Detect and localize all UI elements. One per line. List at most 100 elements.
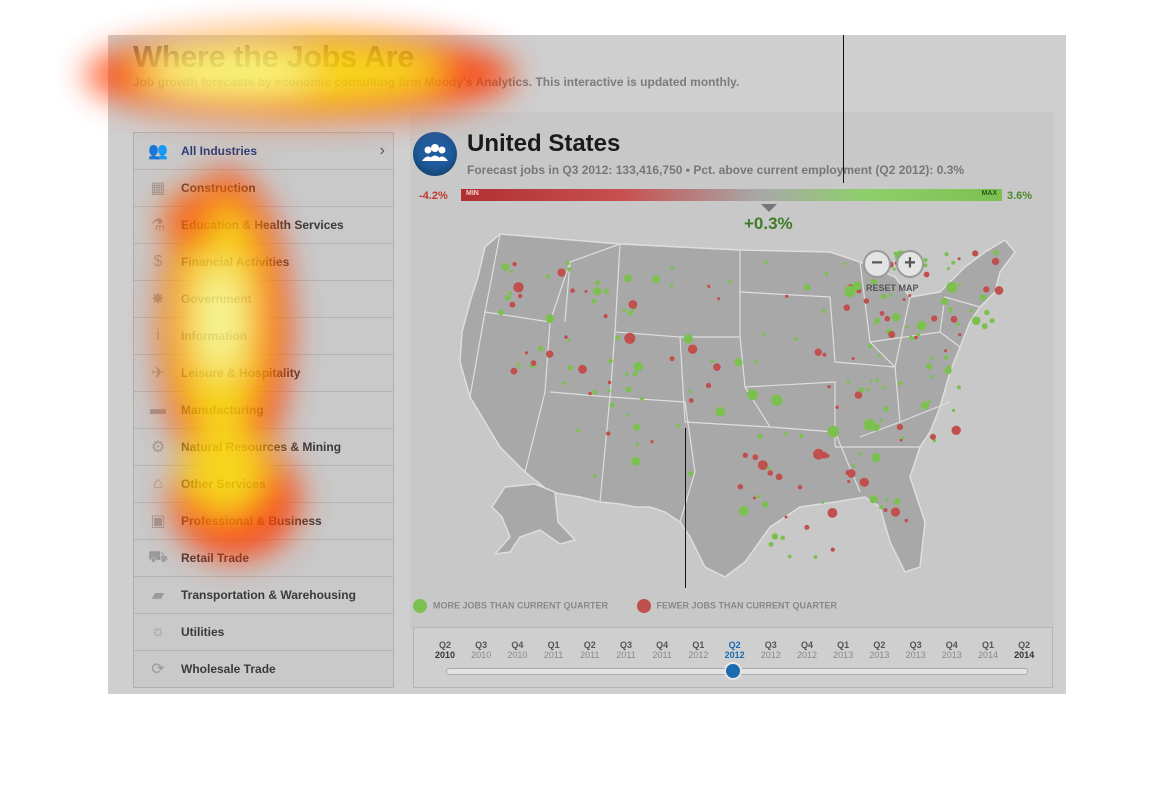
- sidebar-item[interactable]: ⚙ Natural Resources & Mining: [134, 429, 393, 466]
- sidebar-item[interactable]: ☼ Utilities: [134, 614, 393, 651]
- timeline-tick[interactable]: Q2 2013: [859, 640, 899, 660]
- city-dot: [957, 257, 961, 261]
- city-dot: [989, 318, 995, 324]
- current-percent: +0.3%: [744, 214, 793, 233]
- timeline-tick[interactable]: Q3 2013: [896, 640, 936, 660]
- airplane-icon: ✈: [151, 365, 165, 382]
- timeline-tick[interactable]: Q1 2011: [534, 640, 574, 660]
- sidebar-item-label: Education & Health Services: [181, 218, 344, 232]
- city-dot: [869, 379, 873, 383]
- city-dot: [578, 364, 587, 374]
- annotation-line: [685, 428, 686, 588]
- timeline-tick[interactable]: Q1 2012: [678, 640, 718, 660]
- city-dot: [593, 287, 602, 296]
- timeline-tick[interactable]: Q2 2010: [425, 640, 465, 660]
- sidebar-item[interactable]: ⌂ Other Services: [134, 466, 393, 503]
- city-dot: [761, 332, 766, 337]
- city-dot: [821, 309, 826, 314]
- city-dot: [916, 332, 921, 337]
- sidebar-item[interactable]: ⚗ Education & Health Services: [134, 207, 393, 244]
- page-title: Where the Jobs Are: [133, 39, 414, 74]
- sidebar-item[interactable]: i Information: [134, 318, 393, 355]
- city-dot: [775, 473, 783, 481]
- city-dot: [737, 483, 744, 490]
- city-dot: [512, 262, 517, 267]
- tick-year: 2014: [977, 650, 999, 660]
- city-dot: [562, 381, 567, 385]
- sidebar-item[interactable]: ⛟ Retail Trade: [134, 540, 393, 577]
- sidebar-item[interactable]: ▬ Manufacturing: [134, 392, 393, 429]
- zoom-out-button[interactable]: −: [863, 250, 891, 278]
- reset-map-button[interactable]: RESET MAP: [866, 283, 919, 293]
- city-dot: [508, 291, 512, 295]
- city-dot: [804, 524, 810, 530]
- timeline-tick[interactable]: Q2 2012: [715, 640, 755, 660]
- zoom-in-button[interactable]: +: [896, 250, 924, 278]
- sidebar-item[interactable]: $ Financial Activities: [134, 244, 393, 281]
- timeline-tick[interactable]: Q4 2012: [787, 640, 827, 660]
- sidebar-item[interactable]: ✈ Leisure & Hospitality: [134, 355, 393, 392]
- scale-pointer: [761, 204, 778, 212]
- city-dot: [813, 448, 824, 460]
- city-dot: [766, 466, 770, 470]
- sidebar-item[interactable]: ✸ Government: [134, 281, 393, 318]
- timeline-tick[interactable]: Q4 2011: [642, 640, 682, 660]
- timeline-tick[interactable]: Q4 2010: [497, 640, 537, 660]
- tick-quarter: Q1: [547, 640, 560, 650]
- sidebar-item[interactable]: ▰ Transportation & Warehousing: [134, 577, 393, 614]
- city-dot: [624, 274, 633, 283]
- tick-year: 2012: [724, 650, 745, 660]
- city-dot: [814, 348, 822, 356]
- city-dot: [592, 389, 597, 395]
- city-dot: [717, 297, 721, 301]
- us-map[interactable]: [440, 222, 1030, 592]
- sidebar-item[interactable]: 👥 All Industries ›: [134, 133, 393, 170]
- timeline-tick[interactable]: Q1 2014: [968, 640, 1008, 660]
- city-dot: [575, 428, 580, 433]
- city-dot: [984, 309, 990, 316]
- city-dot: [979, 294, 986, 301]
- city-dot: [683, 334, 694, 344]
- timeline-tick[interactable]: Q2 2011: [570, 640, 610, 660]
- city-dot: [956, 385, 961, 390]
- city-dot: [951, 425, 961, 435]
- city-dot: [946, 365, 952, 371]
- city-dot: [891, 312, 901, 322]
- city-dot: [762, 501, 769, 508]
- city-dot: [606, 388, 611, 393]
- timeline-tick[interactable]: Q1 2013: [823, 640, 863, 660]
- city-dot: [914, 335, 918, 340]
- city-dot: [904, 518, 909, 523]
- city-dot: [863, 298, 870, 304]
- timeline-tick[interactable]: Q4 2013: [932, 640, 972, 660]
- city-dot: [873, 321, 877, 325]
- sidebar-item[interactable]: ▦ Construction: [134, 170, 393, 207]
- city-dot: [794, 337, 799, 341]
- city-dot: [948, 306, 953, 311]
- scale-min-tag: MIN: [466, 190, 479, 197]
- timeline-tick[interactable]: Q2 2014: [1004, 640, 1044, 660]
- city-dot: [757, 433, 763, 440]
- timeline-tick[interactable]: Q3 2011: [606, 640, 646, 660]
- city-dot: [956, 322, 960, 326]
- city-dot: [944, 349, 947, 353]
- city-dot: [669, 356, 675, 362]
- city-dot: [972, 250, 979, 257]
- city-dot: [510, 367, 518, 375]
- timeline-tick[interactable]: Q3 2012: [751, 640, 791, 660]
- city-dot: [564, 335, 568, 339]
- city-dot: [688, 471, 693, 477]
- city-dot: [908, 294, 912, 297]
- city-dot: [991, 257, 1000, 266]
- tick-year: 2013: [869, 650, 890, 660]
- timeline-handle[interactable]: [723, 662, 742, 680]
- city-dot: [926, 363, 933, 370]
- sidebar-item-label: Professional & Business: [181, 514, 322, 528]
- city-dot: [969, 309, 973, 313]
- tick-quarter: Q3: [619, 640, 632, 650]
- sidebar-item[interactable]: ▣ Professional & Business: [134, 503, 393, 540]
- sidebar-item[interactable]: ⟳ Wholesale Trade: [134, 651, 393, 687]
- city-dot: [930, 375, 934, 379]
- timeline-tick[interactable]: Q3 2010: [461, 640, 501, 660]
- app-window: Where the Jobs Are Job growth forecasts …: [108, 35, 1066, 694]
